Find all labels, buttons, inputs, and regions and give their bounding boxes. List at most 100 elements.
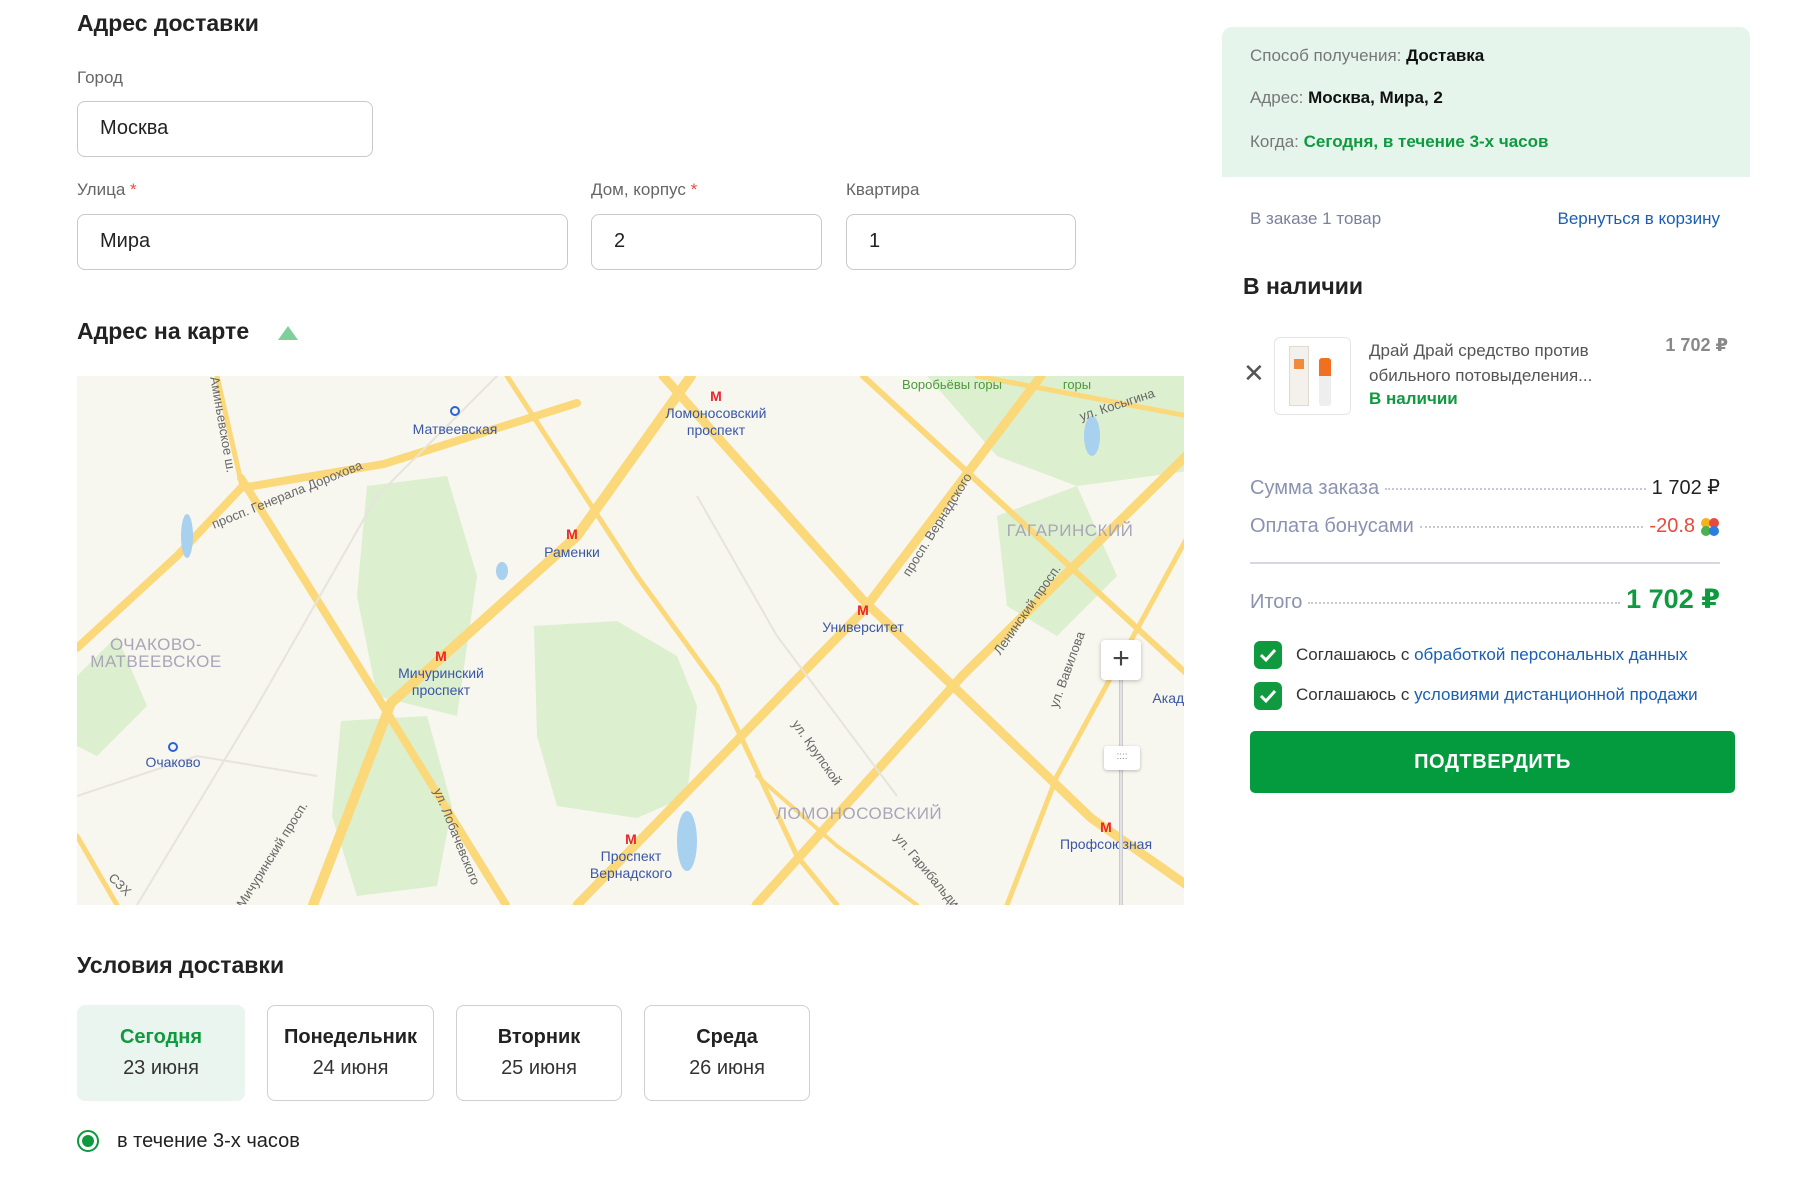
- road: [974, 376, 1184, 418]
- street-label: Улица *: [77, 180, 137, 200]
- product-status: В наличии: [1369, 389, 1458, 408]
- water: [496, 562, 508, 580]
- back-to-cart-link[interactable]: Вернуться в корзину: [1557, 209, 1721, 228]
- road: [572, 376, 1046, 905]
- map-label: Профсоюзная: [1059, 836, 1153, 852]
- agree-prefix: Соглашаюсь с: [1296, 645, 1410, 664]
- bonus-clover-icon: [1701, 517, 1719, 536]
- road: [77, 833, 120, 905]
- product-name-line: Драй Драй средство против: [1369, 341, 1589, 360]
- road: [504, 376, 840, 905]
- city-input[interactable]: Москва: [77, 101, 373, 157]
- personal-data-link[interactable]: обработкой персональных данных: [1414, 645, 1688, 664]
- bonus-label: Оплата бонусами: [1250, 515, 1414, 537]
- address-value: Москва, Мира, 2: [1308, 88, 1443, 107]
- water: [1084, 416, 1100, 456]
- order-sum-row: Сумма заказа 1 702 ₽: [1250, 475, 1720, 500]
- day-option-today[interactable]: Сегодня 23 июня: [77, 1005, 245, 1101]
- method-label: Способ получения:: [1250, 46, 1402, 65]
- street-input[interactable]: Мира: [77, 214, 568, 270]
- house-input[interactable]: 2: [591, 214, 822, 270]
- remove-item-icon[interactable]: ✕: [1243, 358, 1265, 388]
- address-line: Адрес: Москва, Мира, 2: [1250, 88, 1443, 108]
- metro-station-icon: [168, 742, 178, 752]
- map-label: Очаково: [145, 754, 201, 770]
- map-label: ЛОМОНОСОВСКИЙ: [775, 804, 943, 823]
- street-label-text: Улица: [77, 180, 126, 199]
- agree-prefix: Соглашаюсь с: [1296, 685, 1410, 704]
- when-label: Когда:: [1250, 132, 1299, 151]
- dots: [1308, 602, 1621, 604]
- delivery-address-title: Адрес доставки: [77, 10, 259, 36]
- zoom-in-button[interactable]: +: [1101, 640, 1141, 680]
- when-line: Когда: Сегодня, в течение 3-х часов: [1250, 132, 1548, 152]
- map-label: Воробьёвы горы: [902, 377, 1002, 392]
- bonus-value: -20.8: [1649, 515, 1695, 537]
- day-option-tuesday[interactable]: Вторник 25 июня: [456, 1005, 622, 1101]
- map-label: ОЧАКОВО-МАТВЕЕВСКОЕ: [90, 635, 222, 671]
- day-date: 26 июня: [689, 1057, 765, 1079]
- product-name[interactable]: Драй Драй средство против обильного потов…: [1369, 338, 1592, 388]
- railway: [136, 376, 498, 905]
- zoom-slider-track[interactable]: [1119, 680, 1123, 905]
- metro-icon: М: [566, 526, 578, 542]
- bonus-row: Оплата бонусами -20.8: [1250, 515, 1720, 538]
- check-icon: [1259, 648, 1277, 663]
- day-date: 24 июня: [312, 1057, 389, 1079]
- total-row: Итого 1 702 ₽: [1250, 584, 1720, 615]
- items-count: В заказе 1 товар: [1250, 209, 1382, 228]
- product-box-accent: [1294, 359, 1304, 369]
- city-label: Город: [77, 68, 123, 87]
- map-title: Адрес на карте: [77, 318, 250, 344]
- agree-personal-data-checkbox[interactable]: [1254, 641, 1282, 669]
- total-value: 1 702 ₽: [1626, 584, 1720, 614]
- map-label: Проспект Вернадского: [589, 848, 673, 881]
- agree-personal-data-label: Соглашаюсь с обработкой персональных дан…: [1296, 645, 1688, 665]
- road: [308, 376, 696, 905]
- map[interactable]: Матвеевская М Ломоносовский проспект Вор…: [77, 376, 1184, 905]
- agree-remote-sale-checkbox[interactable]: [1254, 682, 1282, 710]
- remote-sale-link[interactable]: условиями дистанционной продажи: [1414, 685, 1698, 704]
- order-sum-label: Сумма заказа: [1250, 477, 1380, 499]
- house-label: Дом, корпус *: [591, 180, 697, 200]
- day-option-monday[interactable]: Понедельник 24 июня: [267, 1005, 434, 1101]
- flat-label: Квартира: [846, 180, 920, 199]
- product-spray-cap: [1319, 358, 1331, 376]
- map-label: горы: [1062, 377, 1092, 392]
- day-name: Вторник: [497, 1026, 581, 1048]
- required-mark: *: [130, 180, 137, 199]
- metro-icon: М: [1100, 819, 1112, 835]
- map-label: Академ: [1152, 690, 1184, 706]
- confirm-button[interactable]: ПОДТВЕРДИТЬ: [1250, 731, 1735, 793]
- dots: [1385, 488, 1646, 490]
- product-box-shape: [1289, 346, 1309, 406]
- road: [658, 376, 1184, 889]
- zoom-slider-handle[interactable]: ::::: [1104, 746, 1140, 770]
- method-line: Способ получения: Доставка: [1250, 46, 1484, 66]
- road: [860, 376, 1184, 676]
- day-name: Сегодня: [119, 1026, 203, 1048]
- collapse-triangle-icon[interactable]: [278, 326, 298, 340]
- road: [214, 376, 245, 489]
- map-label: Раменки: [544, 544, 600, 560]
- total-label: Итого: [1250, 591, 1303, 613]
- radio-dot: [82, 1135, 94, 1147]
- delivery-conditions-title: Условия доставки: [77, 952, 285, 978]
- metro-icon: М: [710, 388, 722, 404]
- order-info-panel: Способ получения: Доставка Адрес: Москва…: [1222, 27, 1750, 177]
- day-option-wednesday[interactable]: Среда 26 июня: [644, 1005, 810, 1101]
- in-stock-title: В наличии: [1243, 273, 1364, 299]
- metro-icon: М: [625, 831, 637, 847]
- map-label: Университет: [822, 619, 904, 635]
- check-icon: [1259, 689, 1277, 704]
- flat-input[interactable]: 1: [846, 214, 1076, 270]
- method-value: Доставка: [1406, 46, 1485, 65]
- product-image[interactable]: [1274, 337, 1351, 415]
- house-label-text: Дом, корпус: [591, 180, 686, 199]
- agree-remote-sale-label: Соглашаюсь с условиями дистанционной про…: [1296, 685, 1698, 705]
- park-area: [534, 621, 697, 818]
- when-value: Сегодня, в течение 3-х часов: [1303, 132, 1549, 151]
- street: [77, 754, 318, 797]
- time-option-radio[interactable]: [77, 1130, 99, 1152]
- dots: [1419, 526, 1644, 528]
